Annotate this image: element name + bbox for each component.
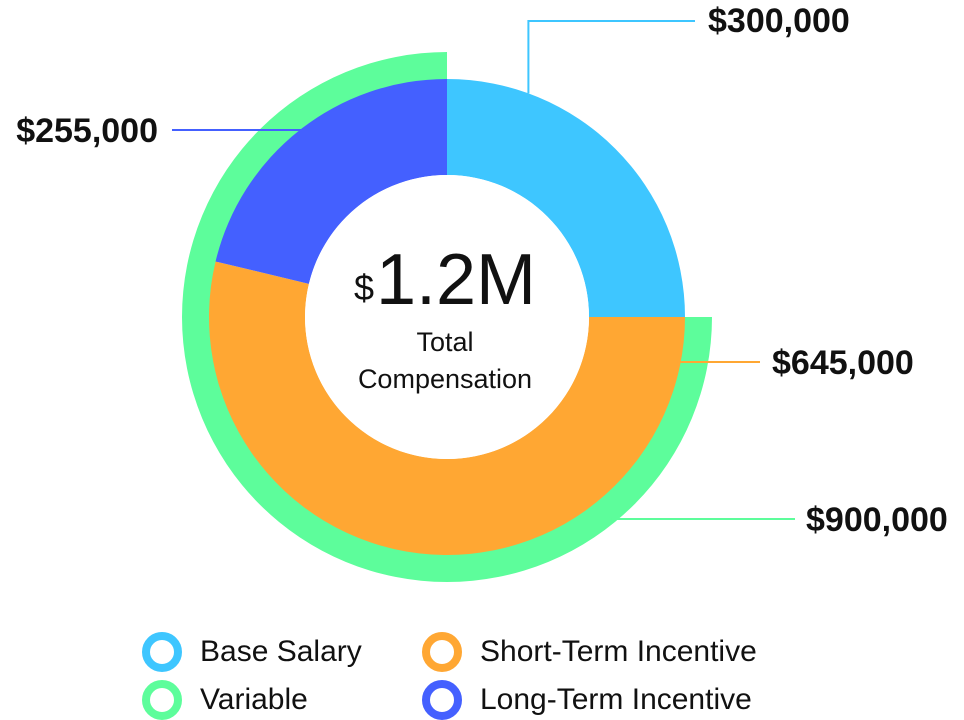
legend-label-short-term-incentive: Short-Term Incentive [480,635,757,668]
value-label-short-term-incentive: $645,000 [772,344,914,382]
legend-item-long-term-incentive: Long-Term Incentive [422,680,752,720]
legend-swatch-variable [142,680,182,720]
center-label-line2: Compensation [357,364,533,394]
center-label: Total Compensation [300,324,590,398]
value-label-long-term-incentive: $255,000 [16,112,158,150]
legend-swatch-base-salary [142,632,182,672]
donut-slice-long-term-incentive [215,79,447,284]
center-currency-symbol: $ [353,267,374,308]
legend-swatch-short-term-incentive [422,632,462,672]
legend-label-long-term-incentive: Long-Term Incentive [480,683,752,716]
leader-line-base-salary [527,20,695,94]
donut-chart: $300,000 $645,000 $900,000 $255,000 [16,2,948,582]
legend-swatch-long-term-incentive [422,680,462,720]
legend-item-base-salary: Base Salary [142,632,362,672]
legend-item-short-term-incentive: Short-Term Incentive [422,632,757,672]
donut-hole [305,175,589,459]
value-label-base-salary: $300,000 [708,2,850,40]
center-total-value: 1.2M [375,240,537,320]
center-label-line1: Total [416,327,474,357]
legend-label-variable: Variable [200,683,308,716]
donut-slice-short-term-incentive [209,261,686,555]
legend-label-base-salary: Base Salary [200,635,362,668]
legend-item-variable: Variable [142,680,308,720]
center-total: $1.2M [300,240,590,328]
chart-legend: Base Salary Short-Term Incentive Variabl… [142,624,842,720]
value-label-variable: $900,000 [806,501,948,539]
donut-slice-base-salary [447,79,685,317]
